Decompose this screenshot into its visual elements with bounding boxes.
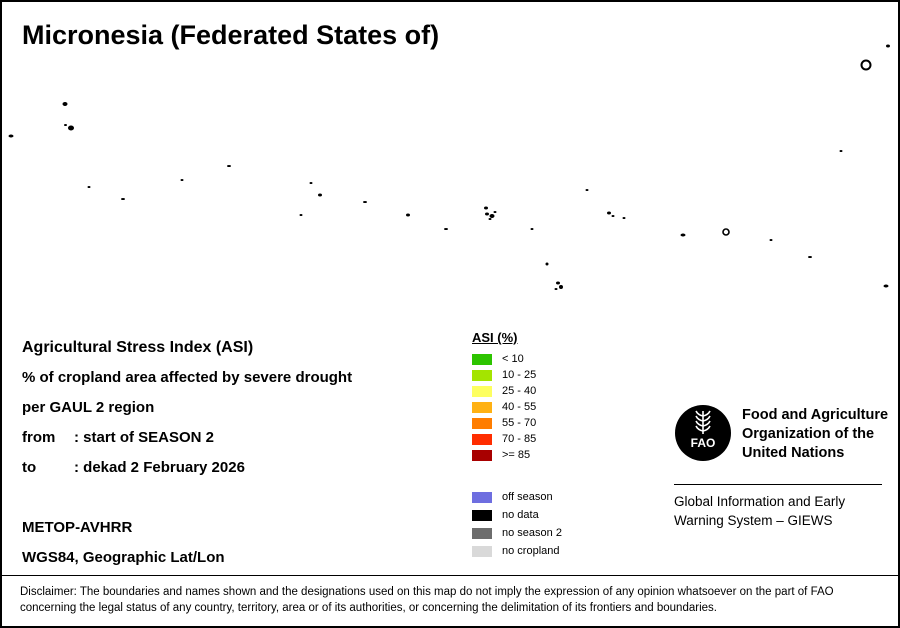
asi-description-line2: per GAUL 2 region (22, 399, 155, 416)
legend-label: 25 - 40 (502, 385, 537, 397)
legend-swatch (472, 491, 492, 503)
asi-description-line1: % of cropland area affected by severe dr… (22, 369, 353, 386)
legend-row: no season 2 (472, 527, 562, 539)
legend-row: 55 - 70 (472, 417, 562, 429)
period-from-label: from (22, 429, 56, 446)
fao-org-name: Food and Agriculture Organization of the… (742, 404, 888, 463)
sensor-name: METOP-AVHRR (22, 519, 133, 536)
fao-org-line: United Nations (742, 445, 845, 461)
fao-header: FAO Food and Agriculture Organization of… (674, 404, 888, 463)
legend-row: no data (472, 509, 562, 521)
disclaimer-text: Disclaimer: The boundaries and names sho… (20, 586, 834, 614)
legend-row: < 10 (472, 353, 562, 365)
legend-label: no cropland (502, 545, 560, 557)
giews-line: Warning System – GIEWS (674, 513, 833, 528)
legend-title: ASI (%) (472, 330, 518, 345)
legend-swatch (472, 353, 492, 365)
giews-label: Global Information and Early Warning Sys… (674, 492, 882, 530)
fao-block: FAO Food and Agriculture Organization of… (674, 404, 888, 530)
legend-swatch (472, 509, 492, 521)
asi-heading: Agricultural Stress Index (ASI) (22, 339, 254, 356)
legend-label: 70 - 85 (502, 433, 537, 445)
legend-swatch (472, 449, 492, 461)
legend-swatch (472, 401, 492, 413)
legend-swatch (472, 369, 492, 381)
page-title: Micronesia (Federated States of) (22, 20, 440, 50)
disclaimer-divider (2, 575, 898, 576)
period-from: from : start of SEASON 2 (22, 423, 352, 453)
legend-swatch (472, 385, 492, 397)
fao-org-line: Food and Agriculture (742, 407, 889, 423)
period-to-value: : dekad 2 February 2026 (74, 459, 245, 476)
legend-swatch (472, 417, 492, 429)
legend-spacer (472, 465, 562, 491)
info-spacer (22, 483, 352, 513)
legend-label: 40 - 55 (502, 401, 537, 413)
legend-label: 55 - 70 (502, 417, 537, 429)
legend-row: off season (472, 491, 562, 503)
legend-label: 10 - 25 (502, 369, 537, 381)
fao-org-line: Organization of the (742, 426, 875, 442)
legend-label: off season (502, 491, 553, 503)
legend-row: 10 - 25 (472, 369, 562, 381)
legend-swatch (472, 527, 492, 539)
asi-legend: ASI (%) < 10 10 - 25 25 - 40 40 - 55 55 … (472, 330, 562, 563)
legend-row: 25 - 40 (472, 385, 562, 397)
period-from-value: : start of SEASON 2 (74, 429, 215, 446)
legend-swatch (472, 433, 492, 445)
fao-logo-icon: FAO (675, 405, 731, 461)
legend-row: 40 - 55 (472, 401, 562, 413)
fao-divider (674, 484, 882, 485)
map-info-block: Agricultural Stress Index (ASI) % of cro… (22, 333, 352, 573)
period-to: to : dekad 2 February 2026 (22, 453, 352, 483)
fao-logo-text: FAO (691, 436, 716, 450)
legend-label: >= 85 (502, 449, 531, 461)
legend-label: < 10 (502, 353, 524, 365)
projection-info: WGS84, Geographic Lat/Lon (22, 549, 225, 566)
period-to-label: to (22, 459, 37, 476)
legend-row: >= 85 (472, 449, 562, 461)
legend-row: no cropland (472, 545, 562, 557)
legend-label: no season 2 (502, 527, 562, 539)
legend-row: 70 - 85 (472, 433, 562, 445)
giews-line: Global Information and Early (674, 494, 846, 509)
legend-swatch (472, 545, 492, 557)
legend-label: no data (502, 509, 539, 521)
